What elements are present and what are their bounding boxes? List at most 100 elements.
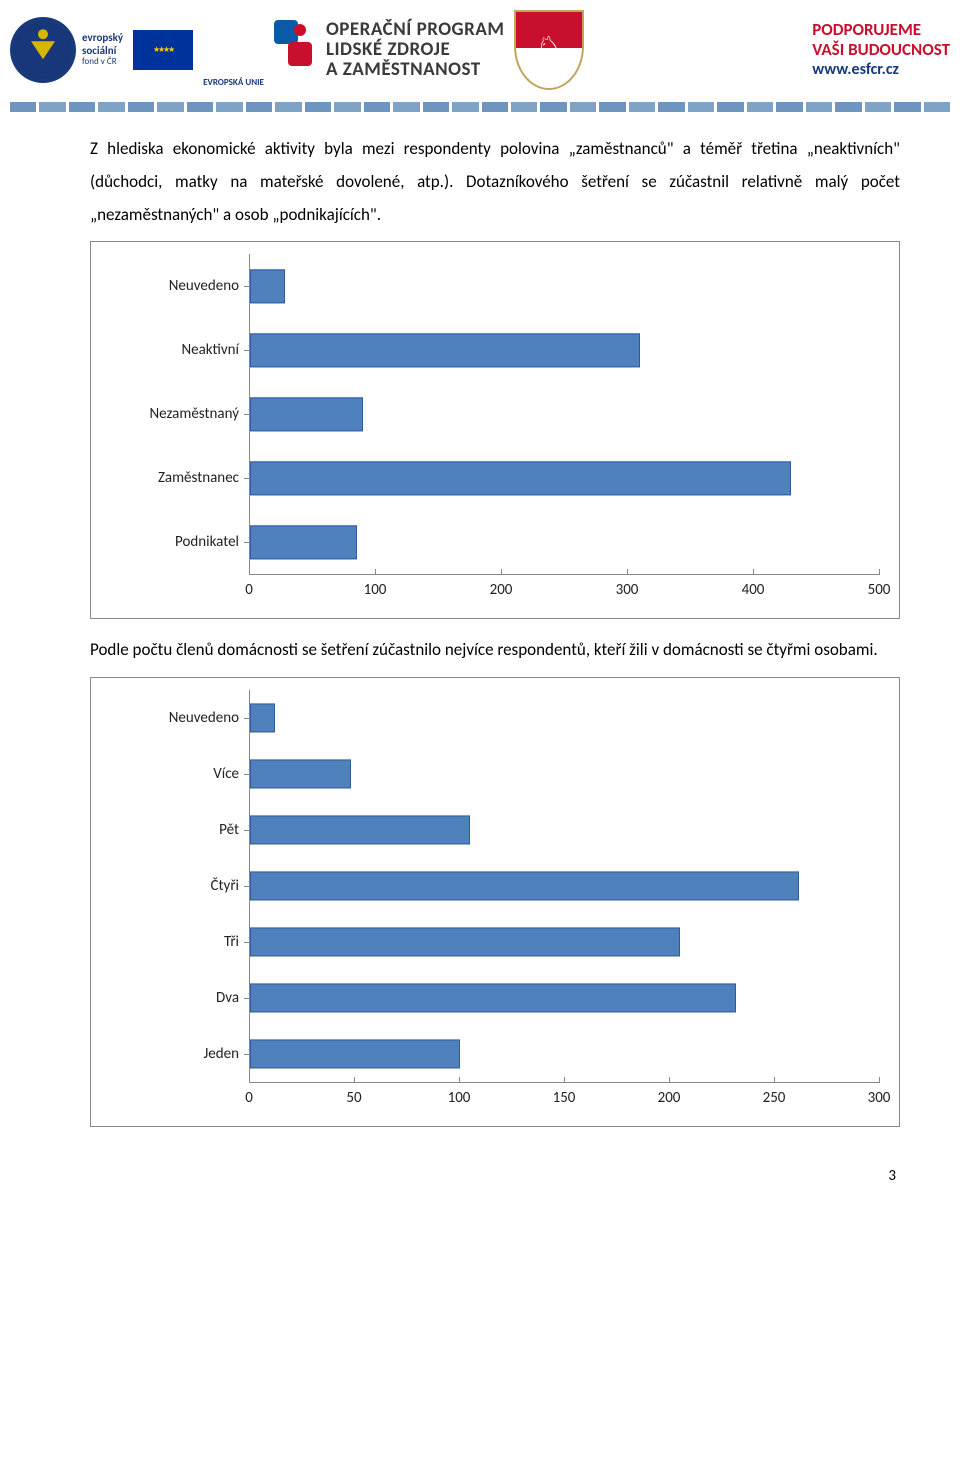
chart-axis-tick [774, 1077, 775, 1083]
chart-row-label: Dva [99, 989, 249, 1007]
chart-y-tick [244, 350, 250, 351]
chart-row: Nezaměstnaný [99, 382, 879, 446]
chart-axis-tick [249, 1077, 250, 1083]
chart-row-label: Nezaměstnaný [99, 405, 249, 423]
chart-row: Dva [99, 970, 879, 1026]
chart-axis-label: 0 [245, 1089, 253, 1107]
chart-axis-tick [375, 569, 376, 575]
chart-y-tick [244, 1054, 250, 1055]
chart-axis-label: 500 [868, 581, 891, 599]
chart-row-label: Zaměstnanec [99, 469, 249, 487]
chart-row: Podnikatel [99, 510, 879, 574]
chart-row-label: Neaktivní [99, 341, 249, 359]
chart-y-tick [244, 414, 250, 415]
chart-row: Zaměstnanec [99, 446, 879, 510]
op-program-title: OPERAČNÍ PROGRAM LIDSKÉ ZDROJE A ZAMĚSTN… [326, 20, 505, 80]
chart-axis-tick [249, 569, 250, 575]
chart-bar-area [249, 690, 879, 746]
chart-axis-tick [753, 569, 754, 575]
chart-bar [250, 270, 285, 303]
chart-bar-area [249, 970, 879, 1026]
chart-axis-label: 300 [616, 581, 639, 599]
chart-household-size: NeuvedenoVícePětČtyřiTřiDvaJeden05010015… [90, 677, 900, 1127]
esf-logo-text: evropský sociální fond v ČR [82, 32, 123, 68]
chart-bar-area [249, 254, 879, 318]
chart-bar [250, 927, 680, 956]
chart-bar-area [249, 446, 879, 510]
chart-row-label: Pět [99, 821, 249, 839]
chart-axis-label: 200 [490, 581, 513, 599]
chart-axis-tick [627, 569, 628, 575]
support-url: www.esfcr.cz [812, 61, 950, 79]
chart-row: Neuvedeno [99, 690, 879, 746]
chart-axis-label: 150 [553, 1089, 576, 1107]
esf-line3: fond v ČR [82, 57, 123, 67]
support-line2: VAŠI BUDOUCNOST [812, 39, 950, 60]
op-line3: A ZAMĚSTNANOST [326, 58, 481, 81]
chart-bar [250, 983, 736, 1012]
chart-bar-area [249, 802, 879, 858]
chart2-plot: NeuvedenoVícePětČtyřiTřiDvaJeden05010015… [99, 690, 879, 1108]
chart-bar-area [249, 746, 879, 802]
chart-bar [250, 871, 799, 900]
chart-axis-tick [564, 1077, 565, 1083]
banner-decorative-strip [0, 102, 960, 112]
chart-axis-tick [501, 569, 502, 575]
op-program-icon [274, 20, 318, 80]
chart-x-axis: 050100150200250300 [249, 1082, 879, 1108]
page-number: 3 [90, 1167, 900, 1185]
eu-logo-block [133, 30, 193, 70]
chart-axis-label: 100 [448, 1089, 471, 1107]
eu-label: EVROPSKÁ UNIE [203, 77, 264, 88]
chart-y-tick [244, 286, 250, 287]
chart-row-label: Neuvedeno [99, 709, 249, 727]
paragraph-1: Z hlediska ekonomické aktivity byla mezi… [90, 132, 900, 231]
chart-bar [250, 703, 275, 732]
chart-axis-label: 250 [763, 1089, 786, 1107]
chart-y-tick [244, 478, 250, 479]
chart-axis-tick [354, 1077, 355, 1083]
chart-bar-area [249, 510, 879, 574]
chart-row-label: Jeden [99, 1045, 249, 1063]
support-line1: PODPORUJEME [812, 19, 921, 40]
esf-line2: sociální [82, 44, 116, 57]
chart-axis-label: 50 [346, 1089, 361, 1107]
chart-row-label: Podnikatel [99, 533, 249, 551]
chart-y-tick [244, 998, 250, 999]
chart-bar [250, 759, 351, 788]
chart-axis-label: 200 [658, 1089, 681, 1107]
chart-bar [250, 462, 791, 495]
chart-axis-label: 100 [364, 581, 387, 599]
support-slogan: PODPORUJEME VAŠI BUDOUCNOST www.esfcr.cz [812, 20, 950, 79]
chart-row-label: Neuvedeno [99, 277, 249, 295]
chart-bar [250, 815, 470, 844]
chart-axis-tick [879, 1077, 880, 1083]
chart-axis-label: 0 [245, 581, 253, 599]
eu-flag-icon [133, 30, 193, 70]
chart-axis-tick [459, 1077, 460, 1083]
chart-bar-area [249, 318, 879, 382]
chart-y-tick [244, 886, 250, 887]
esf-line1: evropský [82, 31, 123, 44]
paragraph-2: Podle počtu členů domácnosti se šetření … [90, 633, 900, 666]
chart-y-tick [244, 830, 250, 831]
chart-bar [250, 526, 357, 559]
chart-row-label: Čtyři [99, 877, 249, 895]
chart-y-tick [244, 718, 250, 719]
chart-y-tick [244, 542, 250, 543]
chart-bar-area [249, 914, 879, 970]
chart-axis-label: 400 [742, 581, 765, 599]
chart-bar [250, 1039, 460, 1068]
chart-x-axis: 0100200300400500 [249, 574, 879, 600]
municipal-crest-icon: ♘ [514, 10, 584, 90]
chart-bar-area [249, 858, 879, 914]
header-banner: evropský sociální fond v ČR EVROPSKÁ UNI… [0, 0, 960, 102]
chart-row: Čtyři [99, 858, 879, 914]
chart-bar-area [249, 382, 879, 446]
chart-row: Více [99, 746, 879, 802]
chart-y-tick [244, 774, 250, 775]
esf-logo-icon [10, 17, 76, 83]
op-program-block: OPERAČNÍ PROGRAM LIDSKÉ ZDROJE A ZAMĚSTN… [274, 20, 505, 80]
chart-axis-tick [879, 569, 880, 575]
chart-axis-tick [669, 1077, 670, 1083]
